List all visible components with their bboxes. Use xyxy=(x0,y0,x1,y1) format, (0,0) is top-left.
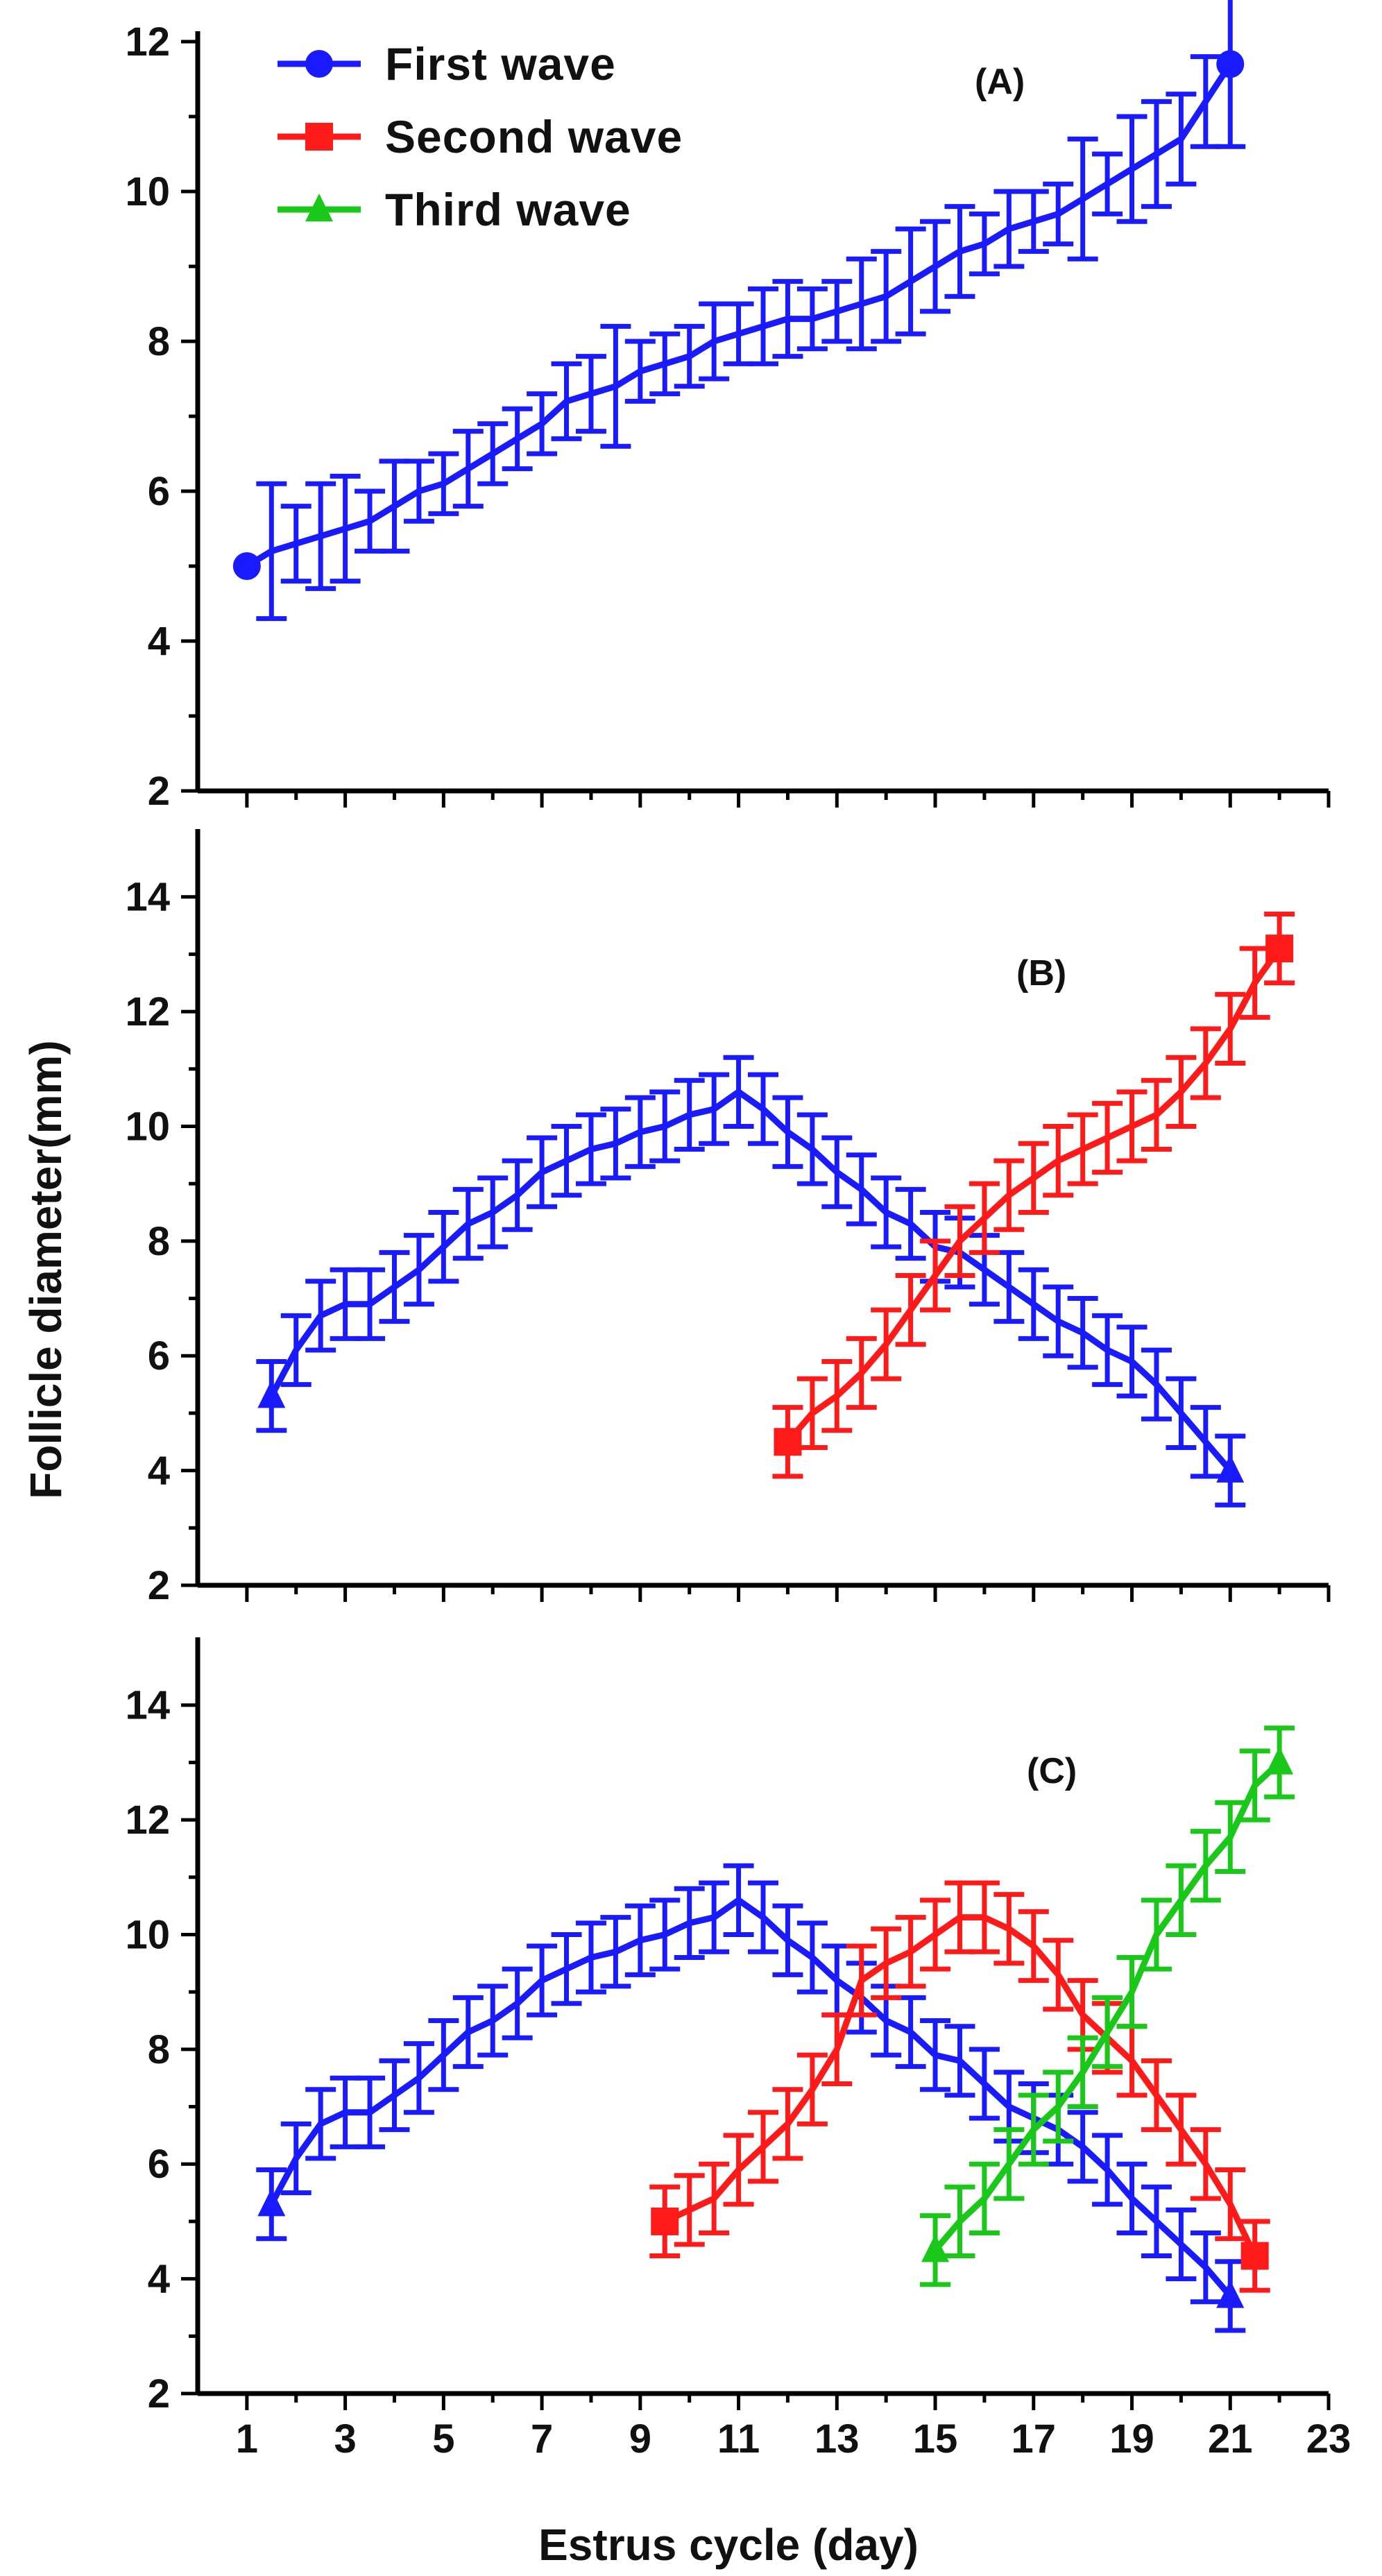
x-tick-label: 21 xyxy=(1208,2416,1253,2462)
x-tick-label: 17 xyxy=(1012,2416,1057,2462)
x-tick-label: 19 xyxy=(1109,2416,1154,2462)
x-tick-label: 5 xyxy=(432,2416,454,2462)
y-tick-label: 14 xyxy=(125,875,170,920)
y-tick-label: 8 xyxy=(148,319,170,364)
data-point-start xyxy=(257,2188,286,2217)
y-tick-label: 10 xyxy=(125,1104,170,1149)
data-point-end xyxy=(1265,1746,1294,1775)
x-tick-label: 23 xyxy=(1306,2416,1351,2462)
x-tick-label: 11 xyxy=(717,2416,760,2462)
data-point-end xyxy=(1216,2280,1245,2308)
data-point-end xyxy=(1216,1454,1245,1483)
x-tick-label: 1 xyxy=(236,2416,258,2462)
legend-marker xyxy=(305,123,333,151)
legend-label: First wave xyxy=(385,38,616,89)
legend-marker xyxy=(305,194,333,222)
data-point-end xyxy=(1265,935,1294,963)
data-point-end xyxy=(1216,50,1245,78)
series-second-wave xyxy=(649,1880,1270,2293)
y-tick-label: 8 xyxy=(148,1219,170,1264)
panel-label: (C) xyxy=(1027,1751,1077,1791)
panel-b: 2 4 6 8 10 12 14 (B) xyxy=(125,829,1331,1608)
data-point-start xyxy=(651,2207,679,2235)
data-point-start xyxy=(257,1380,286,1408)
y-tick-label: 2 xyxy=(148,2371,170,2416)
legend-marker xyxy=(305,50,333,78)
series-line xyxy=(268,1089,1233,1473)
y-tick-label: 14 xyxy=(125,1683,170,1728)
legend-item: Second wave xyxy=(278,111,683,162)
series-third-wave xyxy=(920,1725,1295,2287)
series-line xyxy=(268,1897,1233,2298)
x-axis-title: Estrus cycle (day) xyxy=(538,2520,919,2570)
y-tick-label: 12 xyxy=(125,19,170,65)
y-tick-label: 6 xyxy=(148,2142,170,2187)
legend-item: First wave xyxy=(278,38,616,89)
y-tick-label: 4 xyxy=(148,619,170,664)
series-first-wave xyxy=(256,1863,1246,2333)
x-tick-label: 15 xyxy=(913,2416,958,2462)
x-tick-label: 3 xyxy=(334,2416,356,2462)
chart-legend: First wave Second wave Third wave xyxy=(278,38,683,235)
y-tick-label: 12 xyxy=(125,989,170,1034)
y-tick-label: 6 xyxy=(148,1333,170,1379)
data-point-start xyxy=(232,552,261,580)
y-tick-label: 10 xyxy=(125,1912,170,1957)
legend-label: Second wave xyxy=(385,111,683,162)
legend-item: Third wave xyxy=(278,184,631,235)
y-tick-label: 2 xyxy=(148,769,170,814)
series-second-wave xyxy=(772,912,1295,1479)
legend-label: Third wave xyxy=(385,184,631,235)
panel-label: (A) xyxy=(975,62,1025,102)
series-first-wave xyxy=(232,0,1246,622)
data-point-start xyxy=(921,2234,950,2262)
y-axis-title: Follicle diameter(mm) xyxy=(21,1040,71,1499)
y-tick-label: 4 xyxy=(148,2257,170,2302)
x-tick-label: 13 xyxy=(814,2416,860,2462)
y-tick-label: 4 xyxy=(148,1449,170,1494)
data-point-end xyxy=(1240,2242,1269,2270)
y-tick-label: 6 xyxy=(148,469,170,514)
y-tick-label: 10 xyxy=(125,169,170,214)
panel-a: 2 4 6 8 10 12 (A) xyxy=(125,0,1331,814)
data-point-start xyxy=(774,1428,802,1456)
panel-label: (B) xyxy=(1016,953,1066,993)
x-tick-label: 7 xyxy=(531,2416,553,2462)
x-tick-label: 9 xyxy=(629,2416,651,2462)
series-first-wave xyxy=(256,1055,1246,1508)
y-tick-label: 8 xyxy=(148,2027,170,2072)
y-tick-label: 12 xyxy=(125,1798,170,1843)
y-tick-label: 2 xyxy=(148,1563,170,1608)
